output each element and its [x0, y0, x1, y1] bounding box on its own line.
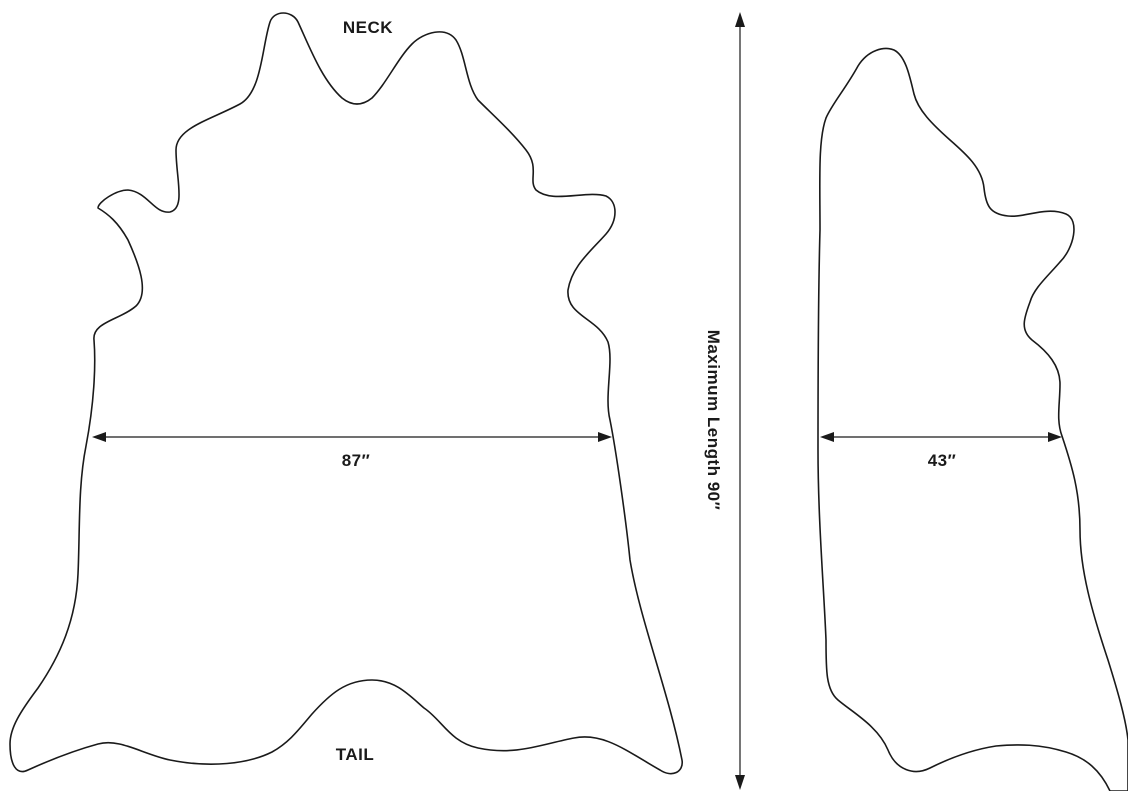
max-length-label: Maximum Length 90″ [704, 330, 723, 511]
max-length-bottom-arrowhead [735, 775, 745, 790]
width-43-right-arrowhead [1048, 432, 1062, 442]
width-87-left-arrowhead [92, 432, 106, 442]
half-hide-outline [817, 47, 1128, 791]
tail-label: TAIL [336, 745, 375, 764]
max-length-top-arrowhead [735, 12, 745, 27]
neck-label: NECK [343, 18, 393, 37]
width-87-right-arrowhead [598, 432, 612, 442]
width-43-label: 43″ [928, 451, 957, 470]
full-hide-outline [9, 12, 683, 775]
width-43-left-arrowhead [820, 432, 834, 442]
width-87-label: 87″ [342, 451, 371, 470]
